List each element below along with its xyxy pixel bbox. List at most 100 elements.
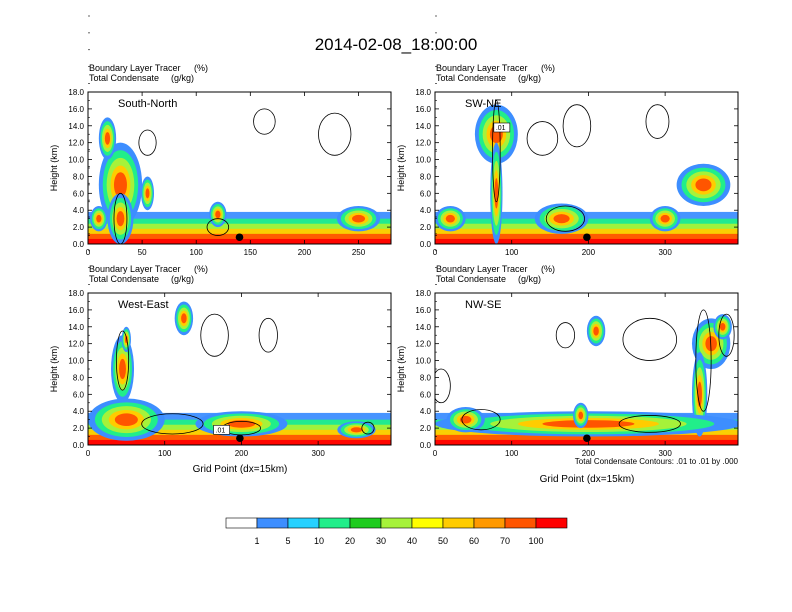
tracer-blob bbox=[181, 313, 187, 324]
condensate-contour bbox=[526, 121, 559, 156]
x-tick-label: 0 bbox=[433, 449, 438, 458]
x-tick-label: 100 bbox=[505, 248, 519, 257]
condensate-contour bbox=[622, 317, 678, 361]
y-tick-label: 2.0 bbox=[420, 223, 432, 232]
x-tick-label: 300 bbox=[658, 449, 672, 458]
x-tick-label: 0 bbox=[433, 248, 438, 257]
tracer-blob bbox=[494, 178, 499, 209]
x-tick-label: 150 bbox=[244, 248, 258, 257]
colorbar-label: 70 bbox=[500, 536, 510, 546]
tracer-blob bbox=[215, 210, 221, 219]
plot-area: .01 bbox=[435, 92, 738, 244]
x-tick-label: 200 bbox=[582, 449, 596, 458]
location-marker bbox=[235, 233, 244, 242]
condensate-unit: (g/kg) bbox=[171, 73, 194, 83]
y-tick-label: 18.0 bbox=[68, 88, 84, 97]
y-axis-title: Height (km) bbox=[396, 145, 406, 192]
tracer-blob bbox=[593, 326, 599, 336]
y-tick-label: 14.0 bbox=[415, 122, 431, 131]
location-marker bbox=[583, 233, 591, 242]
tracer-band bbox=[435, 238, 738, 244]
condensate-label: Total Condensate bbox=[89, 73, 159, 83]
y-tick-label: 18.0 bbox=[415, 88, 431, 97]
y-tick-label: 14.0 bbox=[68, 122, 84, 131]
tracer-blob bbox=[119, 358, 126, 380]
tracer-label: Boundary Layer Tracer bbox=[436, 264, 528, 274]
tracer-unit: (%) bbox=[541, 264, 555, 274]
y-tick-label: 16.0 bbox=[68, 306, 84, 315]
tracer-blob bbox=[553, 214, 570, 224]
x-tick-label: 300 bbox=[658, 248, 672, 257]
panel-nw-se: Boundary Layer Tracer (%) Total Condensate… bbox=[396, 149, 739, 458]
y-tick-label: 8.0 bbox=[73, 373, 85, 382]
condensate-contour bbox=[138, 129, 157, 156]
inline-label-box bbox=[493, 122, 511, 133]
tracer-blob bbox=[459, 415, 472, 424]
x-tick-label: 250 bbox=[352, 248, 366, 257]
y-tick-label: 4.0 bbox=[420, 206, 432, 215]
y-tick-label: 0.0 bbox=[73, 441, 85, 450]
x-tick-label: 300 bbox=[311, 449, 325, 458]
y-tick-label: 10.0 bbox=[415, 156, 431, 165]
tracer-blob bbox=[113, 172, 127, 198]
tracer-blob bbox=[145, 188, 150, 199]
y-tick-label: 12.0 bbox=[68, 139, 84, 148]
condensate-contour bbox=[361, 421, 375, 435]
tracer-unit: (%) bbox=[541, 63, 555, 73]
condensate-contour bbox=[318, 112, 352, 156]
y-tick-label: 0.0 bbox=[420, 240, 432, 249]
tracer-band bbox=[88, 439, 391, 445]
colorbar-label: 5 bbox=[285, 536, 290, 546]
y-axis-title: Height (km) bbox=[49, 145, 59, 192]
tracer-blob bbox=[116, 211, 125, 227]
condensate-unit: (g/kg) bbox=[518, 73, 541, 83]
inline-contour-label: .01 bbox=[496, 125, 506, 132]
colorbar-swatch bbox=[349, 517, 382, 529]
tracer-band bbox=[88, 238, 391, 244]
colorbar-swatch bbox=[318, 517, 351, 529]
condensate-label: Total Condensate bbox=[89, 274, 159, 284]
colorbar-label: 60 bbox=[469, 536, 479, 546]
y-tick-label: 6.0 bbox=[73, 189, 85, 198]
y-tick-label: 18.0 bbox=[68, 289, 84, 298]
y-axis-title: Height (km) bbox=[49, 346, 59, 393]
colorbar-swatch bbox=[256, 517, 289, 529]
x-tick-label: 200 bbox=[298, 248, 312, 257]
y-tick-label: 12.0 bbox=[415, 139, 431, 148]
condensate-unit: (g/kg) bbox=[171, 274, 194, 284]
y-tick-label: 14.0 bbox=[68, 323, 84, 332]
y-tick-label: 10.0 bbox=[415, 357, 431, 366]
tracer-blob bbox=[114, 413, 138, 426]
tracer-band bbox=[435, 439, 738, 445]
x-tick-label: 100 bbox=[505, 449, 519, 458]
x-tick-label: 100 bbox=[190, 248, 204, 257]
y-tick-label: 6.0 bbox=[420, 390, 432, 399]
tracer-label: Boundary Layer Tracer bbox=[89, 264, 181, 274]
y-axis-title: Height (km) bbox=[396, 346, 406, 393]
x-tick-label: 0 bbox=[86, 449, 91, 458]
condensate-contour bbox=[435, 368, 451, 404]
plot-area: .01 bbox=[88, 293, 391, 445]
y-tick-label: 10.0 bbox=[68, 357, 84, 366]
x-axis-title-left: Grid Point (dx=15km) bbox=[193, 464, 288, 475]
tracer-label: Boundary Layer Tracer bbox=[436, 63, 528, 73]
y-tick-label: 8.0 bbox=[420, 172, 432, 181]
tracer-unit: (%) bbox=[194, 63, 208, 73]
tracer-blob bbox=[705, 336, 717, 352]
colorbar-label: 100 bbox=[528, 536, 543, 546]
panel-label: West-East bbox=[118, 299, 169, 311]
condensate-label: Total Condensate bbox=[436, 274, 506, 284]
condensate-contour bbox=[206, 218, 230, 236]
y-tick-label: 8.0 bbox=[420, 373, 432, 382]
condensate-contour bbox=[258, 317, 278, 353]
panel-label: South-North bbox=[118, 98, 177, 110]
y-tick-label: 16.0 bbox=[415, 105, 431, 114]
tracer-blob bbox=[445, 214, 455, 223]
y-tick-label: 4.0 bbox=[73, 206, 85, 215]
tracer-blob bbox=[695, 178, 712, 192]
tracer-blob bbox=[104, 132, 111, 145]
colorbar-label: 30 bbox=[376, 536, 386, 546]
colorbar-swatch bbox=[380, 517, 413, 529]
condensate-contour bbox=[461, 409, 501, 431]
y-tick-label: 0.0 bbox=[420, 441, 432, 450]
